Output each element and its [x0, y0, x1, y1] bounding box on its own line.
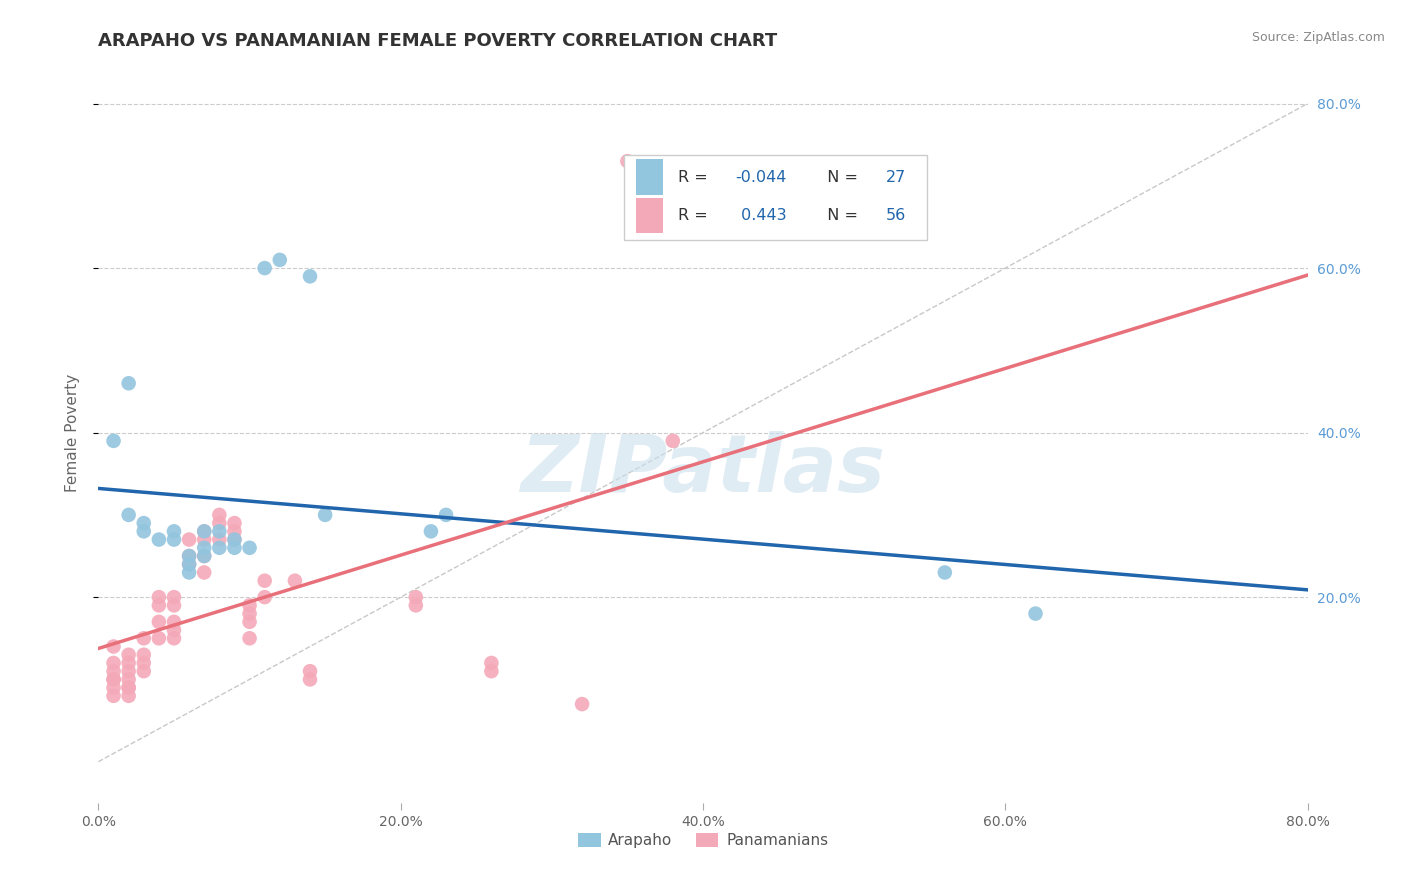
Point — [239, 615, 262, 629]
Point — [179, 549, 201, 563]
Point — [224, 533, 246, 547]
Point — [284, 574, 307, 588]
Point — [224, 541, 246, 555]
Text: 56: 56 — [886, 208, 905, 223]
Text: R =: R = — [678, 208, 713, 223]
Point — [193, 541, 215, 555]
Point — [405, 599, 427, 613]
Point — [103, 673, 125, 687]
Point — [481, 656, 503, 670]
Point — [103, 640, 125, 654]
Point — [118, 673, 141, 687]
Point — [103, 673, 125, 687]
Point — [193, 524, 215, 539]
Point — [299, 664, 322, 678]
Point — [148, 599, 170, 613]
Point — [179, 549, 201, 563]
Point — [163, 632, 186, 646]
Point — [179, 533, 201, 547]
Y-axis label: Female Poverty: Female Poverty — [65, 374, 80, 491]
Point — [405, 590, 427, 604]
Point — [420, 524, 443, 539]
Point — [132, 648, 155, 662]
Point — [193, 533, 215, 547]
Point — [239, 632, 262, 646]
Point — [103, 689, 125, 703]
Point — [163, 599, 186, 613]
Point — [299, 673, 322, 687]
Point — [163, 590, 186, 604]
Text: N =: N = — [817, 208, 863, 223]
Point — [239, 541, 262, 555]
Point — [208, 533, 231, 547]
Point — [179, 558, 201, 572]
Point — [132, 656, 155, 670]
Point — [163, 623, 186, 637]
Point — [118, 681, 141, 695]
Point — [148, 590, 170, 604]
Point — [208, 508, 231, 522]
FancyBboxPatch shape — [624, 155, 927, 240]
Point — [224, 524, 246, 539]
Point — [253, 590, 276, 604]
Point — [132, 516, 155, 530]
Text: Source: ZipAtlas.com: Source: ZipAtlas.com — [1251, 31, 1385, 45]
Bar — [637, 160, 664, 195]
Point — [1024, 607, 1046, 621]
Point — [118, 376, 141, 391]
Point — [163, 615, 186, 629]
Point — [434, 508, 457, 522]
Point — [934, 566, 956, 580]
Point — [661, 434, 683, 448]
Point — [118, 689, 141, 703]
Point — [571, 697, 593, 711]
Point — [299, 269, 322, 284]
Point — [224, 533, 246, 547]
Point — [616, 154, 638, 169]
Point — [148, 632, 170, 646]
Text: R =: R = — [678, 169, 713, 185]
Point — [163, 533, 186, 547]
Point — [224, 516, 246, 530]
Point — [118, 664, 141, 678]
Point — [103, 434, 125, 448]
Point — [193, 549, 215, 563]
Text: 27: 27 — [886, 169, 905, 185]
Point — [103, 664, 125, 678]
Point — [132, 632, 155, 646]
Point — [163, 524, 186, 539]
Point — [314, 508, 336, 522]
Point — [118, 648, 141, 662]
Point — [208, 516, 231, 530]
Point — [118, 681, 141, 695]
Point — [132, 524, 155, 539]
Point — [253, 261, 276, 276]
Point — [179, 558, 201, 572]
Point — [103, 681, 125, 695]
Text: -0.044: -0.044 — [735, 169, 787, 185]
Point — [179, 566, 201, 580]
Point — [148, 615, 170, 629]
Point — [148, 533, 170, 547]
Point — [132, 664, 155, 678]
Point — [193, 566, 215, 580]
Text: N =: N = — [817, 169, 863, 185]
Point — [239, 607, 262, 621]
Bar — [637, 198, 664, 234]
Text: ZIPatlas: ZIPatlas — [520, 431, 886, 508]
Point — [193, 524, 215, 539]
Point — [239, 599, 262, 613]
Point — [481, 664, 503, 678]
Point — [269, 252, 291, 267]
Point — [118, 508, 141, 522]
Text: ARAPAHO VS PANAMANIAN FEMALE POVERTY CORRELATION CHART: ARAPAHO VS PANAMANIAN FEMALE POVERTY COR… — [98, 32, 778, 50]
Text: 0.443: 0.443 — [735, 208, 786, 223]
Point — [208, 541, 231, 555]
Point — [103, 656, 125, 670]
Point — [118, 656, 141, 670]
Point — [253, 574, 276, 588]
Point — [193, 549, 215, 563]
Legend: Arapaho, Panamanians: Arapaho, Panamanians — [572, 827, 834, 855]
Point — [208, 524, 231, 539]
